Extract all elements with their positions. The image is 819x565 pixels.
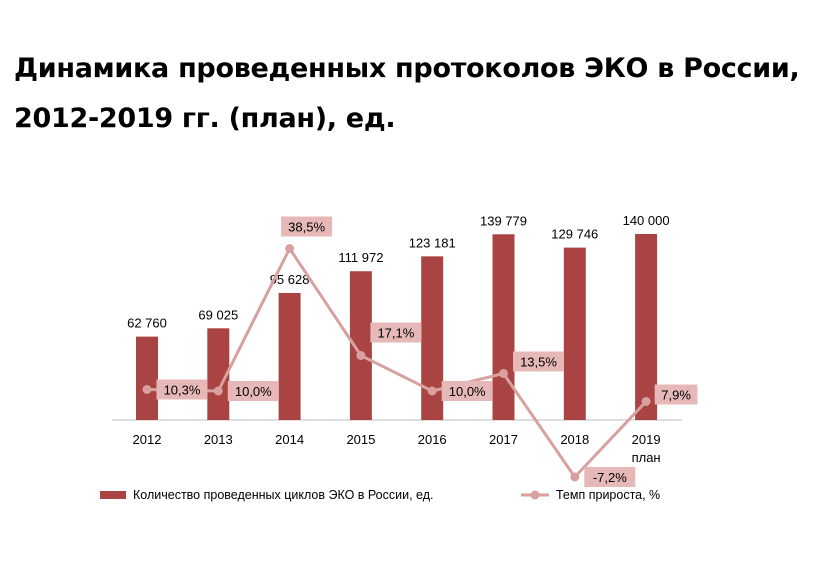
growth-rate-label-box (156, 379, 208, 400)
bar (492, 234, 515, 420)
legend-line-marker (530, 490, 540, 500)
x-tick-label: 2017 (489, 432, 518, 447)
bar-value-label: 129 746 (551, 227, 598, 242)
bar (635, 234, 658, 420)
x-tick-label: 2019 (632, 432, 661, 447)
x-tick-label: 2012 (133, 432, 162, 447)
x-tick-label: 2015 (346, 432, 375, 447)
legend-line-label: Темп прироста, % (556, 488, 660, 502)
bar (421, 256, 444, 420)
growth-rate-line (146, 247, 648, 479)
growth-rate-label: 38,5% (288, 220, 325, 235)
x-tick-label: 2016 (418, 432, 447, 447)
growth-rate-label: 10,3% (164, 383, 201, 398)
x-tick-label: 2014 (275, 432, 304, 447)
growth-rate-point (356, 351, 366, 360)
bar (278, 292, 301, 420)
growth-rate-label: 13,5% (520, 355, 557, 370)
chart-title-line-2: 2012-2019 гг. (план), ед. (14, 103, 396, 134)
bar (563, 247, 586, 420)
growth-rate-point (499, 369, 508, 378)
x-tick-label: 2018 (560, 432, 589, 447)
growth-rate-label-box (227, 381, 279, 401)
growth-rate-point (285, 244, 295, 253)
chart-title: Динамика проведенных протоколов ЭКО в Ро… (14, 44, 814, 144)
growth-rate-point (142, 385, 152, 394)
growth-rate-label: 17,1% (377, 326, 414, 341)
bar-value-label: 111 972 (338, 250, 383, 265)
bar-value-label: 123 181 (409, 235, 456, 250)
growth-rate-point (427, 386, 437, 396)
growth-rate-point (641, 397, 651, 406)
chart-title-line-1: Динамика проведенных протоколов ЭКО в Ро… (14, 53, 800, 84)
growth-rate-label-box (441, 381, 493, 401)
x-tick-label: план (632, 450, 661, 465)
growth-rate-label-box (654, 384, 698, 405)
bar (136, 336, 158, 420)
growth-rate-point (570, 472, 580, 482)
growth-rate-label: 7,9% (661, 388, 691, 403)
x-tick-label: 2013 (204, 432, 233, 447)
growth-rate-label-box (370, 322, 422, 343)
bar-value-label: 62 760 (127, 316, 167, 331)
bar-value-label: 95 628 (270, 272, 310, 287)
growth-rate-label: 10,0% (449, 384, 486, 399)
growth-rate-label-box (281, 216, 333, 237)
bar-value-label: 140 000 (623, 213, 670, 228)
growth-rate-label: 10,0% (235, 384, 272, 399)
growth-rate-point (213, 386, 223, 396)
bar (207, 328, 230, 420)
legend-bar-label: Количество проведенных циклов ЭКО в Росс… (133, 488, 434, 502)
bar-value-label: 69 025 (198, 307, 238, 322)
legend-bar-swatch (100, 491, 126, 499)
growth-rate-label: -7,2% (593, 470, 627, 485)
growth-rate-label-box (513, 351, 564, 372)
growth-rate-label-box (584, 467, 636, 487)
bar (349, 271, 372, 420)
bar-value-label: 139 779 (480, 213, 527, 228)
